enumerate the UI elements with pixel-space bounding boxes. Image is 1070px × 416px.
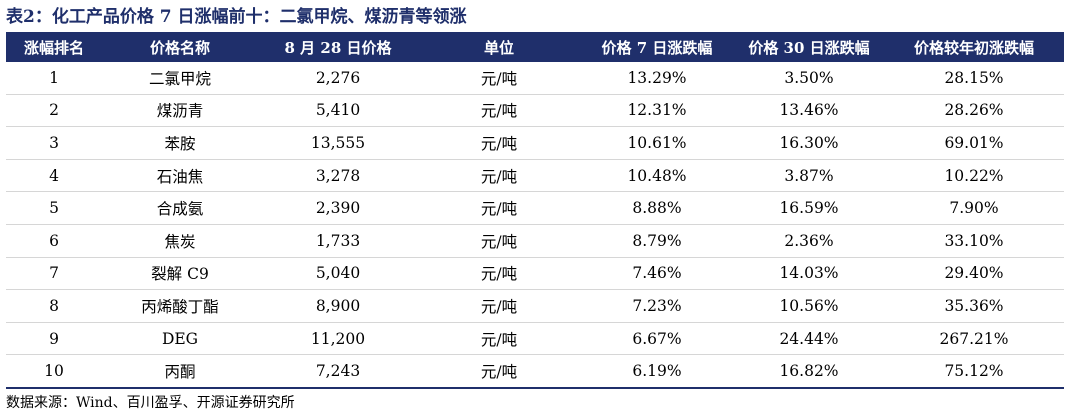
cell-unit: 元/吨 xyxy=(418,224,580,258)
cell-change-30d: 24.44% xyxy=(734,322,884,356)
cell-unit: 元/吨 xyxy=(418,191,580,225)
cell-change-30d: 16.30% xyxy=(734,126,884,160)
cell-change-30d: 10.56% xyxy=(734,289,884,323)
cell-price: 8,900 xyxy=(258,289,418,323)
source-note: 数据来源：Wind、百川盈孚、开源证券研究所 xyxy=(6,395,295,411)
cell-change-7d: 13.29% xyxy=(580,62,734,95)
table-row: 8 丙烯酸丁酯 8,900 元/吨 7.23% 10.56% 35.36% xyxy=(6,289,1064,323)
cell-name: 合成氨 xyxy=(102,191,258,225)
cell-change-30d: 14.03% xyxy=(734,257,884,291)
header-row: 涨幅排名 价格名称 8 月 28 日价格 单位 价格 7 日涨跌幅 价格 30 … xyxy=(6,32,1064,62)
cell-unit: 元/吨 xyxy=(418,289,580,323)
cell-rank: 3 xyxy=(6,126,102,160)
table-row: 10 丙酮 7,243 元/吨 6.19% 16.82% 75.12% xyxy=(6,354,1064,389)
cell-change-7d: 7.46% xyxy=(580,257,734,291)
cell-rank: 10 xyxy=(6,354,102,389)
cell-name: 丙酮 xyxy=(102,354,258,389)
cell-change-7d: 6.67% xyxy=(580,322,734,356)
table-row: 7 裂解 C9 5,040 元/吨 7.46% 14.03% 29.40% xyxy=(6,257,1064,291)
header-price: 8 月 28 日价格 xyxy=(258,32,418,62)
cell-price: 3,278 xyxy=(258,159,418,193)
cell-unit: 元/吨 xyxy=(418,354,580,389)
cell-price: 11,200 xyxy=(258,322,418,356)
cell-unit: 元/吨 xyxy=(418,159,580,193)
cell-name: 苯胺 xyxy=(102,126,258,160)
cell-name: 丙烯酸丁酯 xyxy=(102,289,258,323)
table-row: 1 二氯甲烷 2,276 元/吨 13.29% 3.50% 28.15% xyxy=(6,62,1064,95)
cell-name: 二氯甲烷 xyxy=(102,62,258,95)
table-row: 2 煤沥青 5,410 元/吨 12.31% 13.46% 28.26% xyxy=(6,94,1064,128)
header-change-30d: 价格 30 日涨跌幅 xyxy=(734,32,884,62)
table-row: 9 DEG 11,200 元/吨 6.67% 24.44% 267.21% xyxy=(6,322,1064,356)
cell-change-7d: 8.79% xyxy=(580,224,734,258)
cell-change-7d: 6.19% xyxy=(580,354,734,389)
cell-price: 13,555 xyxy=(258,126,418,160)
cell-change-7d: 10.48% xyxy=(580,159,734,193)
cell-change-ytd: 69.01% xyxy=(884,126,1064,160)
cell-change-ytd: 267.21% xyxy=(884,322,1064,356)
header-name: 价格名称 xyxy=(102,32,258,62)
cell-name: 煤沥青 xyxy=(102,94,258,128)
cell-change-ytd: 75.12% xyxy=(884,354,1064,389)
cell-unit: 元/吨 xyxy=(418,94,580,128)
cell-price: 2,276 xyxy=(258,62,418,95)
cell-rank: 6 xyxy=(6,224,102,258)
cell-change-ytd: 10.22% xyxy=(884,159,1064,193)
cell-rank: 1 xyxy=(6,62,102,95)
cell-unit: 元/吨 xyxy=(418,62,580,95)
cell-change-7d: 8.88% xyxy=(580,191,734,225)
cell-change-30d: 3.87% xyxy=(734,159,884,193)
table-body: 1 二氯甲烷 2,276 元/吨 13.29% 3.50% 28.15% 2 煤沥青 5,410 元… xyxy=(6,62,1064,389)
cell-price: 1,733 xyxy=(258,224,418,258)
table-row: 4 石油焦 3,278 元/吨 10.48% 3.87% 10.22% xyxy=(6,159,1064,193)
header-change-7d: 价格 7 日涨跌幅 xyxy=(580,32,734,62)
cell-price: 5,040 xyxy=(258,257,418,291)
cell-change-ytd: 28.26% xyxy=(884,94,1064,128)
cell-price: 7,243 xyxy=(258,354,418,389)
cell-name: DEG xyxy=(102,322,258,356)
cell-change-7d: 12.31% xyxy=(580,94,734,128)
cell-rank: 4 xyxy=(6,159,102,193)
cell-name: 石油焦 xyxy=(102,159,258,193)
header-change-ytd: 价格较年初涨跌幅 xyxy=(884,32,1064,62)
cell-change-7d: 7.23% xyxy=(580,289,734,323)
cell-rank: 7 xyxy=(6,257,102,291)
table-row: 5 合成氨 2,390 元/吨 8.88% 16.59% 7.90% xyxy=(6,191,1064,225)
cell-rank: 5 xyxy=(6,191,102,225)
cell-unit: 元/吨 xyxy=(418,126,580,160)
cell-change-30d: 2.36% xyxy=(734,224,884,258)
cell-change-ytd: 29.40% xyxy=(884,257,1064,291)
cell-change-ytd: 35.36% xyxy=(884,289,1064,323)
cell-unit: 元/吨 xyxy=(418,257,580,291)
table-row: 3 苯胺 13,555 元/吨 10.61% 16.30% 69.01% xyxy=(6,126,1064,160)
cell-change-ytd: 7.90% xyxy=(884,191,1064,225)
cell-name: 焦炭 xyxy=(102,224,258,258)
cell-price: 5,410 xyxy=(258,94,418,128)
cell-rank: 8 xyxy=(6,289,102,323)
header-unit: 单位 xyxy=(418,32,580,62)
header-rank: 涨幅排名 xyxy=(6,32,102,62)
cell-price: 2,390 xyxy=(258,191,418,225)
cell-change-30d: 16.82% xyxy=(734,354,884,389)
cell-rank: 2 xyxy=(6,94,102,128)
cell-name: 裂解 C9 xyxy=(102,257,258,291)
price-table: 涨幅排名 价格名称 8 月 28 日价格 单位 价格 7 日涨跌幅 价格 30 … xyxy=(6,32,1064,389)
cell-rank: 9 xyxy=(6,322,102,356)
cell-change-30d: 13.46% xyxy=(734,94,884,128)
table-row: 6 焦炭 1,733 元/吨 8.79% 2.36% 33.10% xyxy=(6,224,1064,258)
cell-change-7d: 10.61% xyxy=(580,126,734,160)
cell-unit: 元/吨 xyxy=(418,322,580,356)
cell-change-30d: 3.50% xyxy=(734,62,884,95)
cell-change-ytd: 33.10% xyxy=(884,224,1064,258)
cell-change-30d: 16.59% xyxy=(734,191,884,225)
cell-change-ytd: 28.15% xyxy=(884,62,1064,95)
table-title: 表2：化工产品价格 7 日涨幅前十：二氯甲烷、煤沥青等领涨 xyxy=(6,7,467,27)
